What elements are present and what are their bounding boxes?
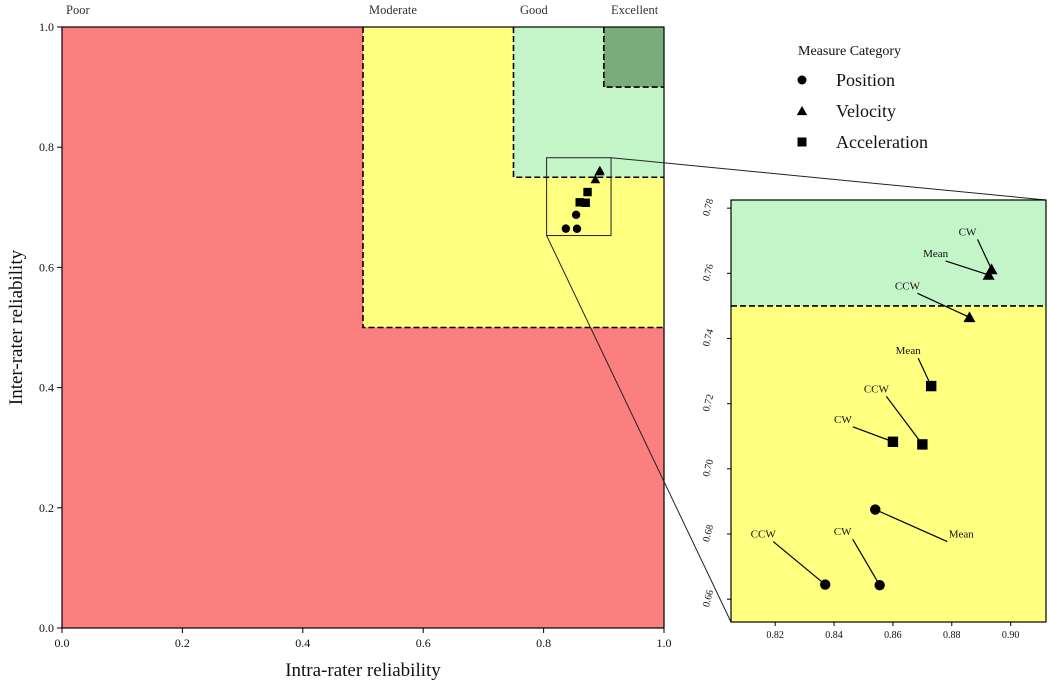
legend-label-velocity: Velocity [836,101,896,121]
y-tick-label: 1.0 [39,20,54,34]
zone-boundary-good [512,27,664,179]
inset-x-tick-label: 0.90 [1002,630,1020,641]
zone-label-moderate: Moderate [369,3,417,17]
zone-boundary-excellent [603,27,664,88]
y-tick-label: 0.8 [39,140,54,154]
main-plot: Poor Moderate Good Excellent 0.0 0.2 0.4 0.6 0.8… [6,3,672,681]
y-tick-label: 0.6 [39,260,54,274]
zone-excellent [603,27,664,88]
x-tick-label: 0.4 [295,636,310,650]
position-point-ccw [561,224,571,233]
annotation-label-velocity-ccw: CCW [895,280,921,292]
inset-x-tick-label: 0.84 [825,630,843,641]
annotation-leader-position-mean [875,509,948,543]
inset-acceleration-point-mean [925,380,937,392]
main-plot-frame [61,26,665,629]
inset-position-point-ccw [820,579,831,590]
x-tick-label: 1.0 [657,636,672,650]
inset-y-tick-label: 0.76 [701,263,716,283]
legend-marker-velocity [796,105,808,116]
annotation-leader-position-cw [852,538,881,586]
x-tick-label: 0.0 [55,636,70,650]
velocity-point-cw [595,165,605,175]
connector-line-bottom [546,235,732,623]
connector-line-top [610,157,1047,201]
x-tick-label: 0.6 [416,636,431,650]
zone-boundary-moderate [362,27,664,329]
inset-zone-good [731,200,1046,306]
y-tick-label: 0.4 [39,381,54,395]
legend-label-acceleration: Acceleration [836,132,928,152]
inset-y-tick-label: 0.78 [701,198,716,218]
annotation-leader-velocity-mean [945,260,989,276]
annotation-leader-velocity-cw [976,239,993,270]
legend-marker-acceleration [797,137,807,147]
position-point-cw [572,224,582,233]
zone-label-excellent: Excellent [611,3,659,17]
zone-label-poor: Poor [66,3,90,17]
acceleration-point-mean [583,187,592,197]
annotation-label-acceleration-ccw: CCW [864,383,890,395]
velocity-point-ccw [590,174,601,184]
inset-position-point-cw [874,579,885,591]
inset-y-tick-label: 0.66 [701,589,716,609]
acceleration-point-ccw [581,198,590,207]
inset-acceleration-point-cw [887,436,899,447]
annotation-label-position-mean: Mean [949,529,975,541]
inset-y-tick-label: 0.68 [701,523,716,543]
x-axis-title: Intra-rater reliability [285,660,441,681]
annotation-label-position-cw: CW [834,526,852,538]
zoom-connector [546,157,1047,623]
inset-x-tick-label: 0.82 [766,630,784,641]
annotation-leader-position-ccw [772,541,826,585]
inset-velocity-point-mean [982,268,995,280]
inset-velocity-point-cw [985,263,998,275]
acceleration-point-cw [575,198,584,207]
inset-velocity-point-ccw [963,311,976,323]
legend-title: Measure Category [798,44,901,59]
y-tick-label: 0.2 [39,501,54,515]
inset-plot: 0.82 0.84 0.86 0.88 0.90 0.66 0.68 0.70 0.72 0.74… [701,198,1047,641]
inset-y-tick-label: 0.72 [701,393,716,413]
legend-marker-position [797,75,807,85]
inset-acceleration-point-ccw [917,439,928,450]
annotation-label-position-ccw: CCW [751,529,777,541]
zoom-region-box [546,157,612,237]
zone-label-good: Good [520,3,549,17]
y-axis-title: Inter-rater reliability [6,249,27,405]
annotation-leader-acceleration-cw [852,426,894,443]
y-tick-label: 0.0 [39,621,54,635]
inset-x-tick-label: 0.88 [943,630,961,641]
annotation-leader-velocity-ccw [917,292,970,318]
legend-label-position: Position [836,70,895,90]
x-tick-label: 0.8 [536,636,551,650]
inset-zone-moderate [731,305,1046,622]
position-point-mean [571,210,581,220]
inset-frame [730,199,1047,623]
x-tick-label: 0.2 [175,636,190,650]
legend: Measure Category Position Velocity Accelera… [796,44,928,152]
annotation-label-acceleration-mean: Mean [896,345,922,357]
annotation-leader-acceleration-ccw [885,396,923,445]
inset-y-tick-label: 0.74 [701,328,716,348]
annotation-label-velocity-mean: Mean [923,248,949,260]
annotation-label-velocity-cw: CW [959,226,977,238]
inset-y-tick-label: 0.70 [701,458,716,478]
inset-position-point-mean [870,504,881,515]
annotation-label-acceleration-cw: CW [834,414,852,426]
inset-x-tick-label: 0.86 [884,630,902,641]
